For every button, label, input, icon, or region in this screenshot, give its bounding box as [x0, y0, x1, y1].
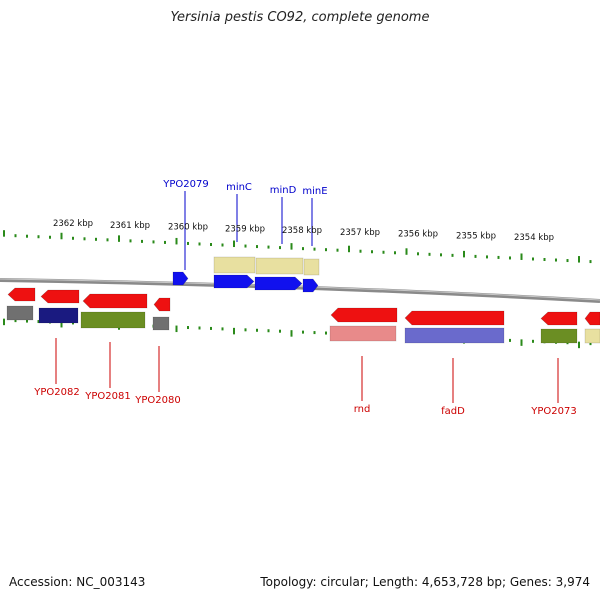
cds-minc [213, 274, 255, 289]
gene-label-bottom: rnd [354, 404, 371, 415]
gene-label-bottom: YPO2080 [134, 395, 180, 406]
scale-label: 2356 kbp [398, 230, 438, 240]
gene-label-top: minC [226, 182, 252, 193]
gene-box-minc [213, 256, 256, 274]
scale-label: 2357 kbp [340, 228, 380, 238]
tick-track-top [3, 230, 592, 264]
gene-box-mind [255, 257, 304, 275]
scale-labels: 2362 kbp 2361 kbp 2360 kbp 2359 kbp 2358 kbp… [53, 219, 554, 243]
scale-label: 2354 kbp [514, 233, 554, 243]
label-leaders [55, 191, 559, 403]
scale-label: 2362 kbp [53, 219, 93, 229]
backbone-line [0, 278, 600, 303]
cds-left-1 [7, 287, 36, 302]
gene-labels: YPO2079 minC minD minE YPO2082 YPO2081 YPO2080… [33, 179, 576, 417]
feature-track [6, 256, 600, 344]
scale-label: 2359 kbp [225, 224, 265, 234]
cds-ypo2079 [172, 271, 189, 286]
backbone-highlight [0, 278, 600, 301]
topology-summary: Topology: circular; Length: 4,653,728 bp… [260, 575, 590, 589]
gene-box-ypo2082 [38, 307, 79, 324]
cds-ypo2073 [540, 311, 578, 326]
gene-label-top: YPO2079 [162, 179, 208, 190]
cds-ypo2082 [40, 289, 80, 304]
gene-box-left-1 [6, 305, 34, 321]
gene-box-right-edge [584, 328, 600, 344]
gene-label-bottom: YPO2073 [530, 406, 576, 417]
scale-label: 2361 kbp [110, 221, 150, 231]
gene-box-mine [303, 258, 320, 276]
gene-label-top: minE [302, 186, 327, 197]
genome-title: Yersinia pestis CO92, complete genome [170, 10, 430, 25]
cds-mind [254, 276, 303, 291]
scale-label: 2360 kbp [168, 223, 208, 233]
gene-box-rnd [329, 325, 397, 342]
genome-backbone [0, 278, 600, 303]
gene-label-bottom: YPO2081 [84, 391, 130, 402]
accession-text: Accession: NC_003143 [9, 575, 146, 589]
cds-fadd [404, 310, 505, 326]
cds-ypo2081 [82, 293, 148, 309]
gene-box-ypo2073 [540, 328, 578, 344]
cds-rnd [330, 307, 398, 323]
gene-box-ypo2080 [152, 316, 170, 331]
cds-mine [302, 278, 319, 293]
gene-label-bottom: fadD [441, 406, 465, 417]
gene-label-bottom: YPO2082 [33, 387, 79, 398]
cds-ypo2080 [153, 297, 171, 312]
gene-label-top: minD [270, 185, 297, 196]
gene-box-ypo2081 [80, 311, 146, 329]
cds-right-edge [584, 311, 600, 326]
scale-label: 2358 kbp [282, 226, 322, 236]
gene-box-fadd [404, 327, 505, 344]
scale-label: 2355 kbp [456, 231, 496, 241]
